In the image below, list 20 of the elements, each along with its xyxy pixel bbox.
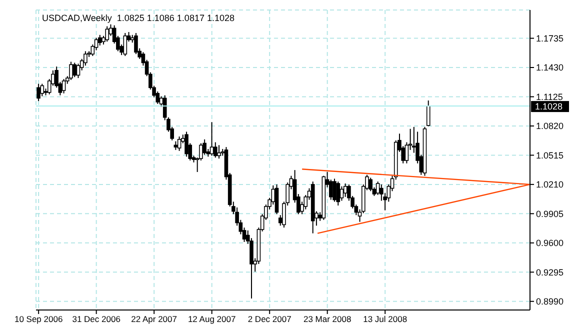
- x-tick-label: 31 Dec 2006: [72, 314, 121, 324]
- y-tick-label: 0.9295: [536, 267, 564, 278]
- y-tick-label: 0.9600: [536, 238, 564, 248]
- x-tick-label: 13 Jul 2008: [363, 314, 408, 324]
- x-tick-label: 2 Dec 2007: [248, 314, 292, 324]
- y-tick-label: 1.0210: [536, 180, 564, 190]
- x-tick-label: 23 Mar 2008: [303, 314, 352, 324]
- y-tick-label: 1.1125: [536, 92, 563, 102]
- y-tick-label: 0.8990: [536, 296, 564, 307]
- y-tick-label: 1.0515: [536, 150, 564, 160]
- chart-title: USDCAD,Weekly: [42, 13, 112, 23]
- x-tick-label: 22 Apr 2007: [131, 314, 178, 324]
- y-tick-label: 1.0820: [536, 121, 564, 132]
- y-tick-label: 1.1430: [536, 62, 564, 73]
- x-tick-label: 10 Sep 2006: [14, 314, 63, 324]
- ref-line-label: 1.1028: [535, 102, 563, 112]
- x-tick-label: 12 Aug 2007: [188, 314, 236, 324]
- chart-subtitle: 1.0825 1.1086 1.0817 1.1028: [116, 13, 234, 23]
- y-tick-label: 1.1735: [536, 33, 564, 44]
- y-tick-label: 0.9905: [536, 208, 564, 219]
